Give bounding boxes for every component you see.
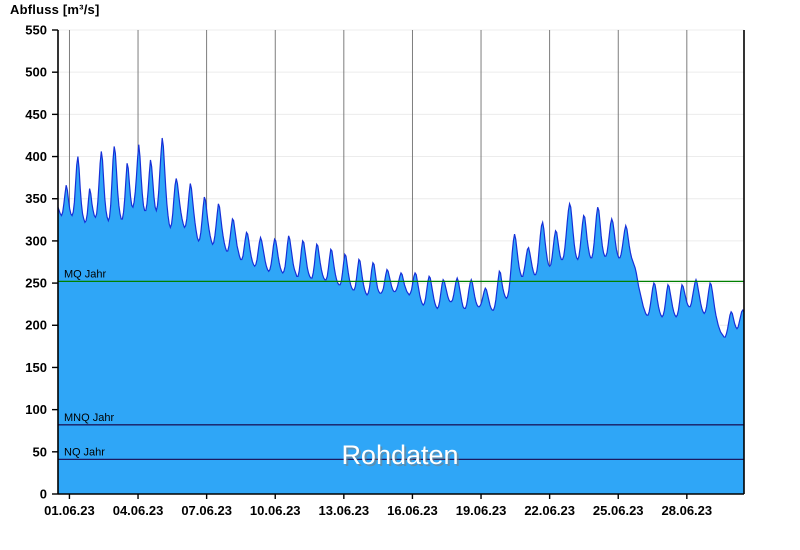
chart-title: Abfluss [m³/s] [10,2,100,17]
x-axis-tick-label: 13.06.23 [319,503,370,518]
x-axis-tick-label: 25.06.23 [593,503,644,518]
x-axis-tick-label: 10.06.23 [250,503,301,518]
y-axis-tick-label: 0 [40,486,47,501]
x-axis-ticks: 01.06.23 04.06.23 07.06.23 10.06.23 13.06.23… [44,494,712,518]
reference-line-label: MQ Jahr [64,268,107,280]
x-axis-tick-label: 16.06.23 [387,503,438,518]
x-axis-tick-label: 22.06.23 [524,503,575,518]
watermark: Rohdaten Rohdaten [341,440,460,472]
x-axis-tick-label: 01.06.23 [44,503,95,518]
reference-labels-group: MQ Jahr MNQ Jahr NQ Jahr [64,268,114,458]
y-axis-tick-label: 150 [25,360,47,375]
y-axis-tick-label: 550 [25,22,47,37]
discharge-line [58,137,744,338]
y-axis-tick-label: 300 [25,233,47,248]
x-axis-tick-label: 04.06.23 [113,503,164,518]
watermark-label: Rohdaten [341,440,458,470]
x-axis-tick-label: 19.06.23 [456,503,507,518]
x-axis-tick-label: 07.06.23 [181,503,232,518]
discharge-area-series [58,137,744,494]
y-axis-ticks: 0 50 100 150 200 250 300 350 400 450 500 550 [25,22,58,501]
y-axis-tick-label: 400 [25,149,47,164]
reference-line-label: MNQ Jahr [64,412,114,424]
y-axis-tick-label: 500 [25,65,47,80]
watermark-shadow: Rohdaten [343,442,460,472]
y-axis-tick-label: 350 [25,191,47,206]
y-axis-tick-label: 250 [25,276,47,291]
reference-lines-group [58,280,744,461]
x-axis-tick-label: 28.06.23 [662,503,713,518]
y-axis-tick-label: 100 [25,402,47,417]
reference-line-label: NQ Jahr [64,446,105,458]
y-axis-tick-label: 200 [25,318,47,333]
y-axis-tick-label: 50 [33,444,47,459]
axis-lines [57,30,745,495]
y-axis-tick-label: 450 [25,107,47,122]
